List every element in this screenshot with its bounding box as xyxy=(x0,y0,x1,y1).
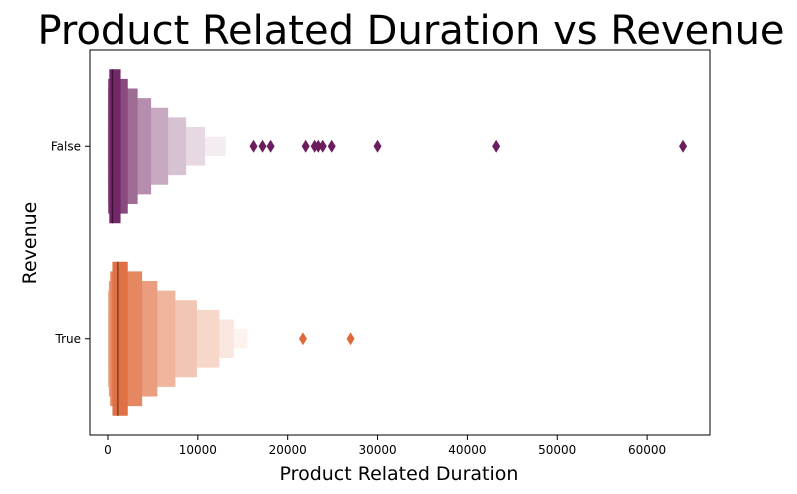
outlier-point xyxy=(327,139,336,153)
outlier-point xyxy=(346,332,355,346)
y-axis-label: Revenue xyxy=(19,202,41,285)
x-tick-label: 20000 xyxy=(269,443,307,457)
x-tick-label: 10000 xyxy=(179,443,217,457)
x-axis-label: Product Related Duration xyxy=(280,463,519,485)
outlier-point xyxy=(301,139,310,153)
x-axis: 0 10000 20000 30000 40000 50000 60000 xyxy=(104,435,666,457)
series-true xyxy=(107,261,355,416)
outlier-point xyxy=(318,139,327,153)
outlier-point xyxy=(314,139,323,153)
outlier-point xyxy=(258,139,267,153)
plot-frame xyxy=(89,49,711,436)
outlier-point xyxy=(373,139,382,153)
chart-title: Product Related Duration vs Revenue xyxy=(37,8,784,54)
x-tick-label: 50000 xyxy=(538,443,576,457)
plot-area xyxy=(107,69,688,416)
series-false xyxy=(107,69,688,224)
outlier-point xyxy=(249,139,258,153)
x-tick-label: 60000 xyxy=(628,443,666,457)
outlier-point xyxy=(298,332,307,346)
y-tick-label: True xyxy=(55,332,82,346)
y-axis: False True xyxy=(51,139,90,346)
outlier-point xyxy=(492,139,501,153)
outlier-point xyxy=(679,139,688,153)
boxen-box xyxy=(109,69,121,224)
y-tick-label: False xyxy=(51,139,81,153)
outlier-point xyxy=(266,139,275,153)
x-tick-label: 30000 xyxy=(358,443,396,457)
boxen-box xyxy=(112,261,128,416)
x-tick-label: 0 xyxy=(104,443,112,457)
x-tick-label: 40000 xyxy=(448,443,486,457)
